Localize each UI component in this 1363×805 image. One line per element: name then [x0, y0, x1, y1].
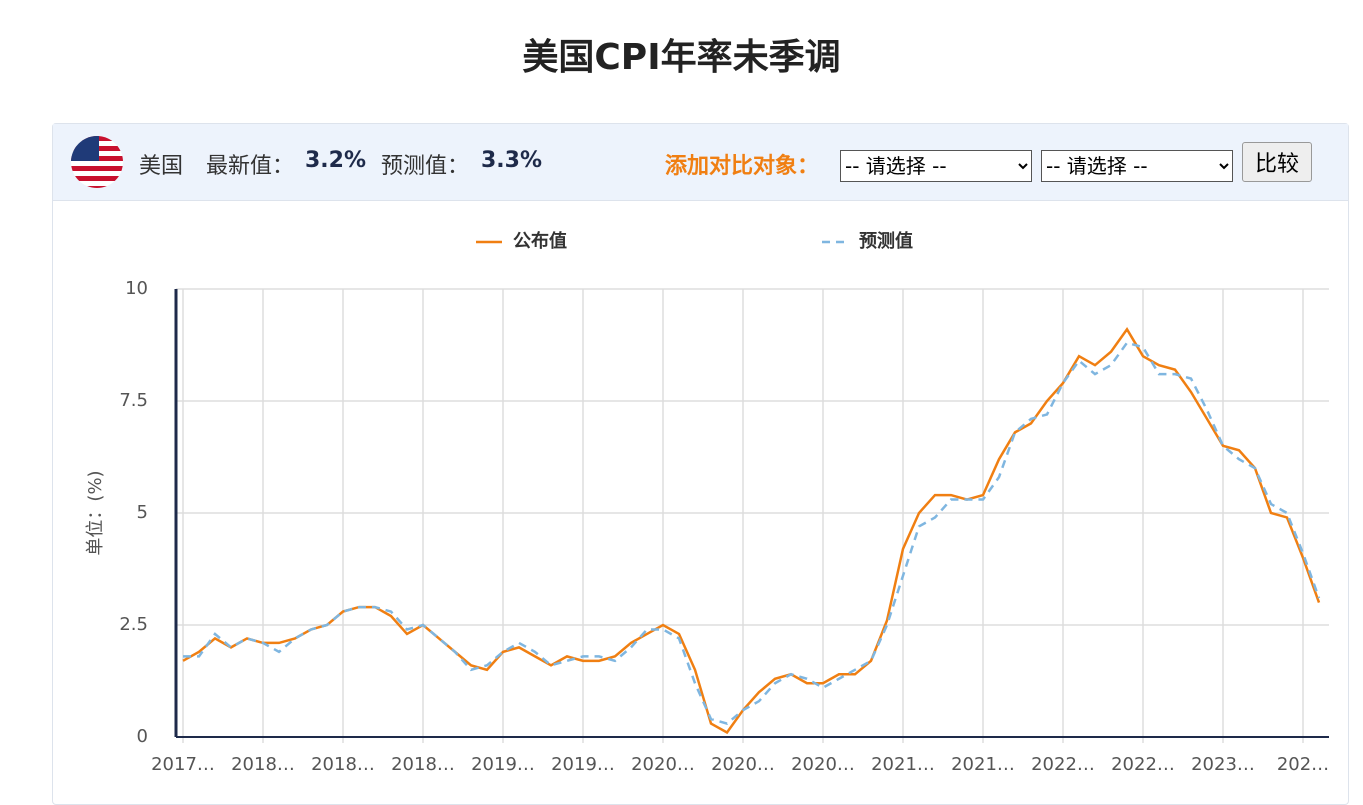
y-tick-label: 5	[137, 502, 148, 523]
x-tick-label: 2021…	[871, 754, 935, 775]
x-tick-label: 2018…	[391, 754, 455, 775]
latest-label: 最新值：	[206, 154, 295, 179]
x-tick-label: 2017…	[151, 754, 215, 775]
x-tick-label: 2018…	[311, 754, 375, 775]
compare-button[interactable]: 比较	[1242, 142, 1312, 182]
data-line	[182, 327, 1321, 735]
x-tick-label: 2019…	[471, 754, 535, 775]
y-tick-label: 7.5	[119, 390, 148, 411]
country: 美国	[139, 154, 184, 179]
x-tick-label: 2020…	[631, 754, 695, 775]
y-tick-label: 2.5	[119, 614, 148, 635]
x-tick-label: 2020…	[711, 754, 775, 775]
legend-label: 预测值	[859, 230, 913, 252]
y-tick-label: 0	[137, 726, 148, 747]
x-tick-label: 2018…	[231, 754, 295, 775]
y-axis-label: 单位：(%)	[85, 470, 106, 555]
x-tick-label: 2019…	[551, 754, 615, 775]
x-tick-label: 2022…	[1111, 754, 1175, 775]
forecast-value: 3.3%	[481, 148, 543, 173]
page-title: 美国CPI年率未季调	[522, 37, 841, 78]
latest-value: 3.2%	[305, 148, 367, 173]
y-tick-label: 10	[125, 278, 148, 299]
compare-select[interactable]: -- 请选择 --	[840, 150, 1032, 182]
x-tick-label: 2022…	[1031, 754, 1095, 775]
x-tick-label: 2023…	[1191, 754, 1255, 775]
x-tick-label: 2021…	[951, 754, 1015, 775]
compare-label: 添加对比对象：	[665, 154, 820, 179]
compare-select[interactable]: -- 请选择 --	[1041, 150, 1233, 182]
data-line	[183, 341, 1321, 725]
legend-label: 公布值	[513, 230, 567, 252]
forecast-label: 预测值：	[381, 154, 470, 179]
flag	[71, 136, 123, 188]
x-tick-label: 202…	[1277, 754, 1329, 775]
info-bar: 美国 最新值： 3.2% 预测值： 3.3% 添加对比对象： -- 请选择 --…	[53, 124, 1348, 201]
x-tick-label: 2020…	[791, 754, 855, 775]
panel: 美国 最新值： 3.2% 预测值： 3.3% 添加对比对象： -- 请选择 --…	[52, 123, 1349, 805]
